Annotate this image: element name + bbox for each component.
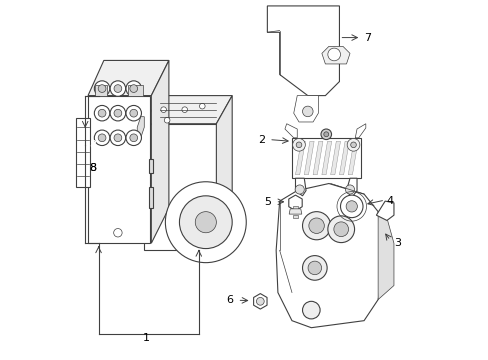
- Circle shape: [195, 212, 216, 233]
- Circle shape: [302, 301, 320, 319]
- Circle shape: [161, 107, 166, 112]
- Circle shape: [182, 107, 187, 112]
- Circle shape: [308, 218, 324, 233]
- Bar: [292, 206, 297, 209]
- Circle shape: [323, 132, 328, 137]
- Circle shape: [98, 109, 106, 117]
- Text: 8: 8: [89, 140, 96, 150]
- Text: 4: 4: [386, 196, 393, 206]
- Circle shape: [179, 196, 232, 248]
- Polygon shape: [339, 141, 348, 175]
- Bar: [148, 187, 153, 208]
- Circle shape: [110, 130, 125, 145]
- Polygon shape: [346, 178, 356, 198]
- Circle shape: [295, 185, 304, 194]
- Polygon shape: [88, 60, 168, 96]
- Circle shape: [302, 256, 326, 280]
- Text: 5: 5: [264, 197, 270, 207]
- Polygon shape: [355, 124, 365, 138]
- Circle shape: [292, 139, 305, 151]
- Polygon shape: [376, 201, 393, 220]
- Circle shape: [340, 195, 362, 218]
- Circle shape: [350, 142, 356, 148]
- Polygon shape: [276, 184, 385, 328]
- Bar: [292, 215, 297, 218]
- Polygon shape: [144, 96, 232, 124]
- Polygon shape: [128, 85, 142, 96]
- Polygon shape: [288, 195, 302, 211]
- Text: 7: 7: [364, 32, 370, 42]
- Polygon shape: [216, 96, 232, 250]
- Text: 8: 8: [89, 163, 96, 173]
- Circle shape: [164, 117, 170, 123]
- Text: 1: 1: [142, 333, 149, 343]
- Circle shape: [126, 130, 141, 145]
- Circle shape: [98, 134, 106, 142]
- Circle shape: [320, 129, 331, 140]
- Circle shape: [307, 261, 321, 275]
- Polygon shape: [285, 124, 297, 138]
- Circle shape: [98, 85, 106, 93]
- Bar: [148, 159, 153, 173]
- Polygon shape: [321, 141, 331, 175]
- Text: 3: 3: [393, 238, 400, 248]
- Circle shape: [130, 134, 137, 142]
- Polygon shape: [312, 141, 322, 175]
- Polygon shape: [291, 138, 360, 178]
- Polygon shape: [144, 124, 221, 250]
- Circle shape: [130, 109, 137, 117]
- Circle shape: [110, 105, 125, 121]
- Polygon shape: [267, 6, 339, 96]
- Polygon shape: [330, 141, 340, 175]
- Polygon shape: [295, 141, 305, 175]
- Circle shape: [94, 81, 110, 96]
- Polygon shape: [95, 85, 107, 96]
- Circle shape: [126, 105, 141, 121]
- Polygon shape: [377, 212, 393, 300]
- Circle shape: [302, 212, 330, 240]
- Polygon shape: [151, 60, 168, 243]
- Polygon shape: [347, 141, 357, 175]
- Polygon shape: [295, 178, 305, 196]
- Circle shape: [126, 81, 141, 96]
- Circle shape: [256, 297, 264, 305]
- Circle shape: [302, 106, 312, 117]
- Polygon shape: [253, 294, 266, 309]
- Circle shape: [113, 229, 122, 237]
- Circle shape: [114, 85, 122, 93]
- Circle shape: [130, 85, 137, 93]
- Circle shape: [327, 216, 354, 243]
- Circle shape: [296, 142, 301, 148]
- Circle shape: [94, 105, 110, 121]
- Polygon shape: [304, 141, 313, 175]
- Text: 8: 8: [89, 163, 96, 173]
- Circle shape: [345, 185, 354, 194]
- Polygon shape: [137, 117, 144, 138]
- Polygon shape: [288, 209, 301, 214]
- Circle shape: [114, 134, 122, 142]
- Polygon shape: [321, 46, 349, 64]
- Circle shape: [114, 109, 122, 117]
- Circle shape: [346, 139, 359, 151]
- Circle shape: [110, 81, 125, 96]
- Text: 6: 6: [226, 295, 233, 305]
- Circle shape: [165, 182, 246, 263]
- Circle shape: [199, 103, 204, 109]
- Text: 2: 2: [257, 135, 264, 145]
- Polygon shape: [293, 96, 318, 122]
- Circle shape: [346, 201, 357, 212]
- Circle shape: [333, 222, 348, 237]
- Polygon shape: [76, 118, 90, 187]
- Bar: [292, 211, 297, 213]
- Circle shape: [327, 48, 340, 61]
- Circle shape: [94, 130, 110, 145]
- Polygon shape: [88, 96, 149, 243]
